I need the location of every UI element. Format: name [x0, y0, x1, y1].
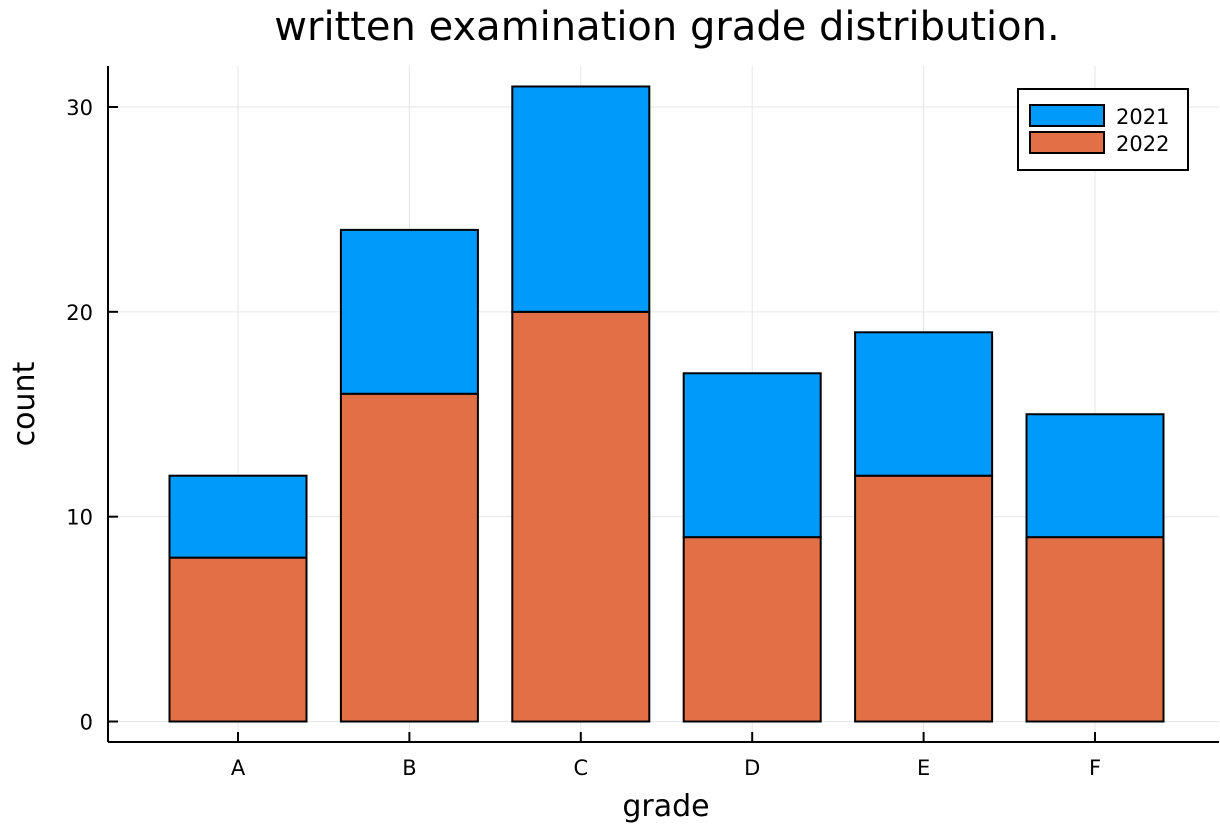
y-tick-label-20: 20 [66, 301, 93, 325]
bars [168, 85, 1165, 723]
y-axis-label: count [7, 361, 42, 446]
x-tick-label-C: C [573, 756, 588, 780]
legend-swatch-2021 [1029, 104, 1105, 127]
y-tick-label-30: 30 [66, 96, 93, 120]
bar-F-2021 [1025, 413, 1165, 539]
bar-F-2022 [1025, 536, 1165, 723]
chart-title: written examination grade distribution. [274, 4, 1059, 50]
bar-E-2021 [854, 331, 994, 477]
legend-label-2022: 2022 [1116, 132, 1169, 156]
axes [107, 66, 1219, 743]
y-tick-label-10: 10 [66, 506, 93, 530]
bar-E-2022 [854, 474, 994, 723]
x-tick-label-F: F [1089, 756, 1101, 780]
x-tick-label-B: B [402, 756, 416, 780]
x-ticks: A B C D E F [231, 732, 1101, 780]
bar-C-2021 [511, 85, 651, 313]
bar-A-2021 [168, 474, 308, 559]
bar-B-2021 [339, 228, 479, 395]
bar-A-2022 [168, 556, 308, 723]
bar-B-2022 [339, 392, 479, 723]
y-tick-label-0: 0 [80, 711, 93, 735]
legend-box [1017, 88, 1189, 171]
legend: 2021 2022 [1017, 88, 1189, 171]
y-ticks: 0 10 20 30 [66, 96, 118, 735]
x-tick-label-E: E [917, 756, 930, 780]
bar-D-2022 [682, 536, 822, 723]
bar-D-2021 [682, 372, 822, 539]
x-axis-label: grade [622, 789, 709, 824]
x-tick-label-D: D [744, 756, 760, 780]
bar-C-2022 [511, 310, 651, 723]
legend-label-2021: 2021 [1116, 105, 1169, 129]
legend-swatch-2022 [1029, 131, 1105, 154]
x-tick-label-A: A [231, 756, 246, 780]
